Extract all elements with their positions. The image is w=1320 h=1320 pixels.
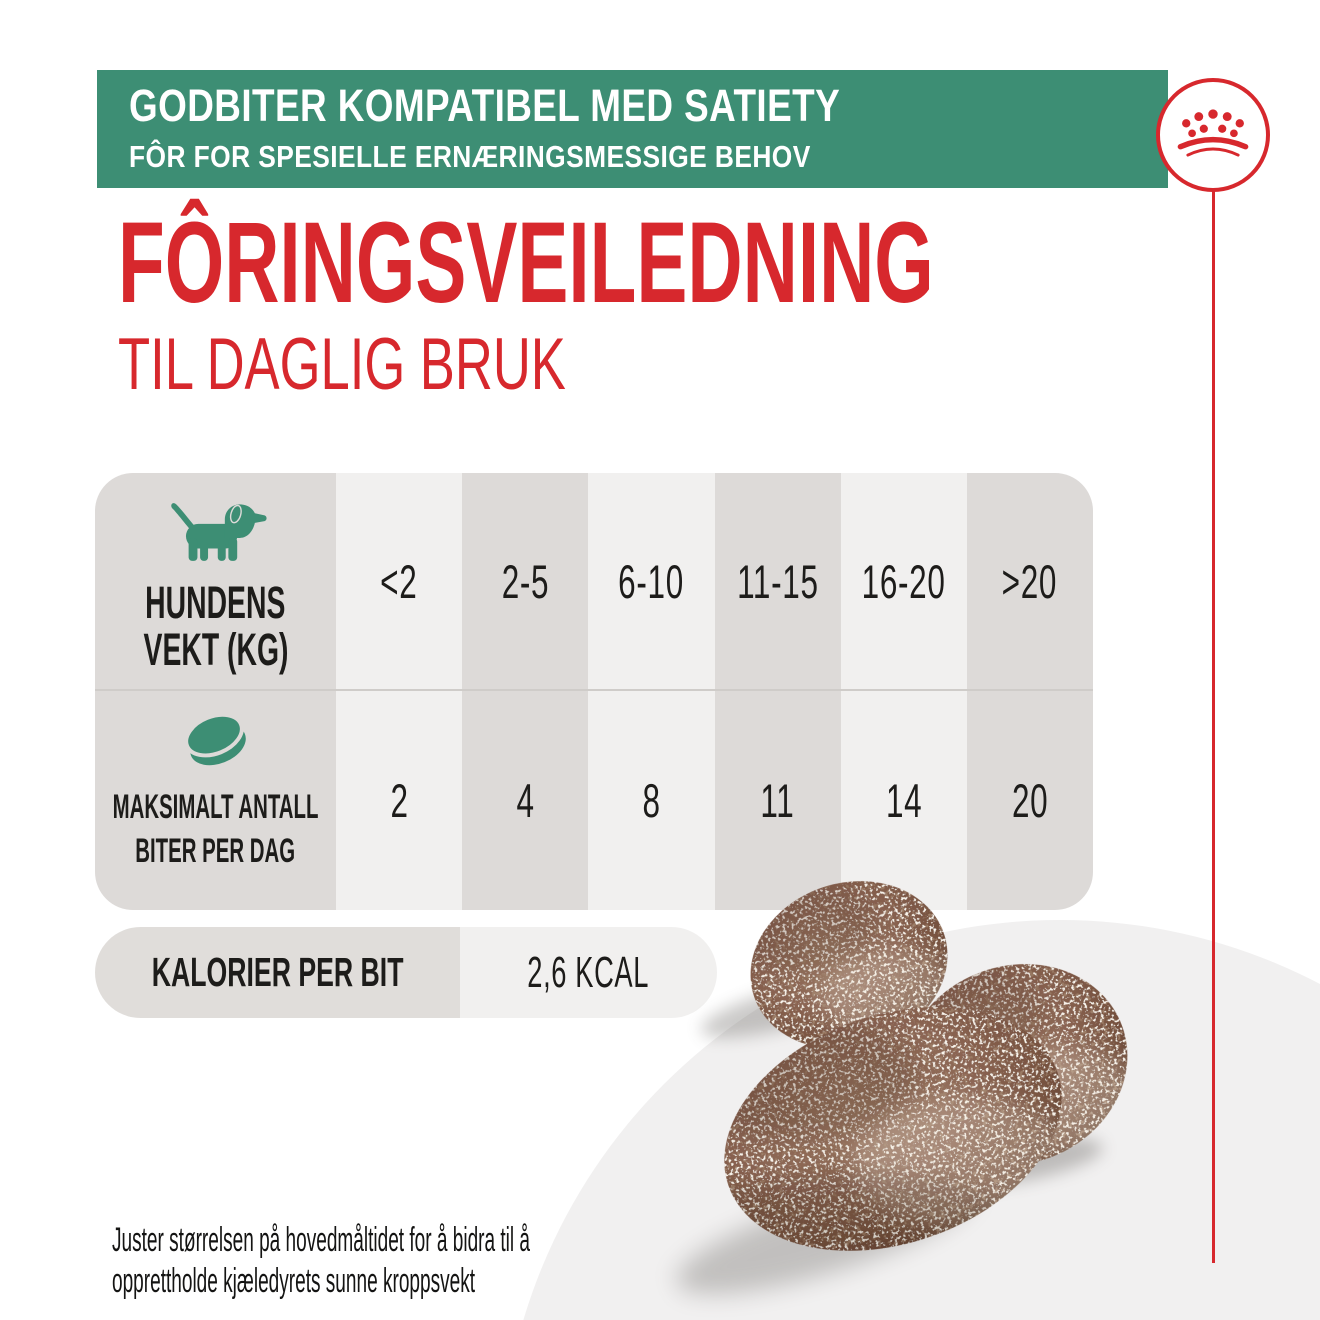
treats-value: 4: [516, 774, 535, 827]
weight-value: <2: [380, 554, 418, 608]
footer-note-line1: Juster størrelsen på hovedmåltidet for å…: [112, 1221, 531, 1259]
weight-value-cell: >20: [967, 473, 1093, 689]
weight-value-cell: 11-15: [714, 473, 840, 689]
weight-value-cell: 2-5: [462, 473, 588, 689]
page-title-text: FÔRINGSVEILEDNING: [118, 199, 934, 327]
kibble-icon: [172, 701, 260, 779]
footer-note-line2: opprettholde kjæledyrets sunne kroppsvek…: [112, 1262, 476, 1300]
treats-value: 20: [1011, 774, 1049, 827]
weight-value-cell: 6-10: [588, 473, 714, 689]
banner: GODBITER KOMPATIBEL MED SATIETY FÔR FOR …: [97, 70, 1168, 188]
treats-value-cell: 4: [462, 691, 588, 910]
dog-icon: [163, 495, 269, 565]
royal-canin-crown-icon: [1156, 78, 1270, 192]
treats-value: 11: [760, 774, 795, 827]
treats-value-cell: 8: [588, 691, 714, 910]
treats-label-cell: MAKSIMALT ANTALL BITER PER DAG: [95, 691, 336, 910]
treats-photo: [676, 877, 1145, 1294]
treats-value: 2: [389, 774, 409, 827]
weight-value-cell: <2: [336, 473, 462, 689]
page-title: FÔRINGSVEILEDNING: [118, 206, 1320, 321]
treats-value-cell: 2: [336, 691, 462, 910]
page-subtitle: TIL DAGLIG BRUK: [118, 327, 740, 403]
weight-value-cell: 16-20: [841, 473, 967, 689]
weight-label-cell: HUNDENS VEKT (KG): [95, 473, 336, 689]
treats-value-cell: 14: [841, 691, 967, 910]
footer-note: Juster størrelsen på hovedmåltidet for å…: [112, 1220, 858, 1302]
calories-row: KALORIER PER BIT 2,6 KCAL: [95, 927, 717, 1018]
banner-title-text: GODBITER KOMPATIBEL MED SATIETY: [129, 80, 841, 131]
weight-label: HUNDENS VEKT (KG): [101, 579, 331, 673]
banner-subtitle: FÔR FOR SPESIELLE ERNÆRINGSMESSIGE BEHOV: [129, 139, 1168, 175]
calories-value: 2,6 KCAL: [460, 927, 717, 1018]
crown-glyph: [1177, 109, 1249, 157]
weight-value: 2-5: [501, 554, 549, 608]
weight-value: 11-15: [736, 554, 819, 608]
table-row-divider: [95, 689, 1093, 691]
calories-label: KALORIER PER BIT: [95, 927, 460, 1018]
treats-label-line1: MAKSIMALT ANTALL: [112, 788, 319, 826]
banner-subtitle-text: FÔR FOR SPESIELLE ERNÆRINGSMESSIGE BEHOV: [129, 139, 811, 174]
feeding-table: HUNDENS VEKT (KG) <2 2-5 6-10 11-15 16-2…: [95, 473, 1093, 910]
page-subtitle-text: TIL DAGLIG BRUK: [118, 324, 566, 405]
weight-label-line2: VEKT (KG): [143, 624, 288, 675]
weight-label-line1: HUNDENS: [145, 577, 286, 628]
treats-value: 8: [642, 774, 661, 827]
weight-value: 16-20: [861, 554, 946, 608]
calories-label-text: KALORIER PER BIT: [151, 949, 404, 995]
treats-value: 14: [885, 774, 922, 827]
treats-label: MAKSIMALT ANTALL BITER PER DAG: [95, 785, 387, 873]
treats-value-cell: 20: [967, 691, 1093, 910]
table-row-treats: MAKSIMALT ANTALL BITER PER DAG 2 4 8 11 …: [95, 691, 1093, 910]
treats-value-cell: 11: [714, 691, 840, 910]
red-accent-line: [1212, 189, 1215, 1263]
table-row-weight: HUNDENS VEKT (KG) <2 2-5 6-10 11-15 16-2…: [95, 473, 1093, 689]
banner-title: GODBITER KOMPATIBEL MED SATIETY: [129, 81, 1168, 131]
treats-label-line2: BITER PER DAG: [135, 832, 296, 870]
weight-value: 6-10: [618, 554, 685, 608]
weight-value: >20: [1002, 554, 1058, 608]
calories-value-text: 2,6 KCAL: [527, 947, 650, 997]
